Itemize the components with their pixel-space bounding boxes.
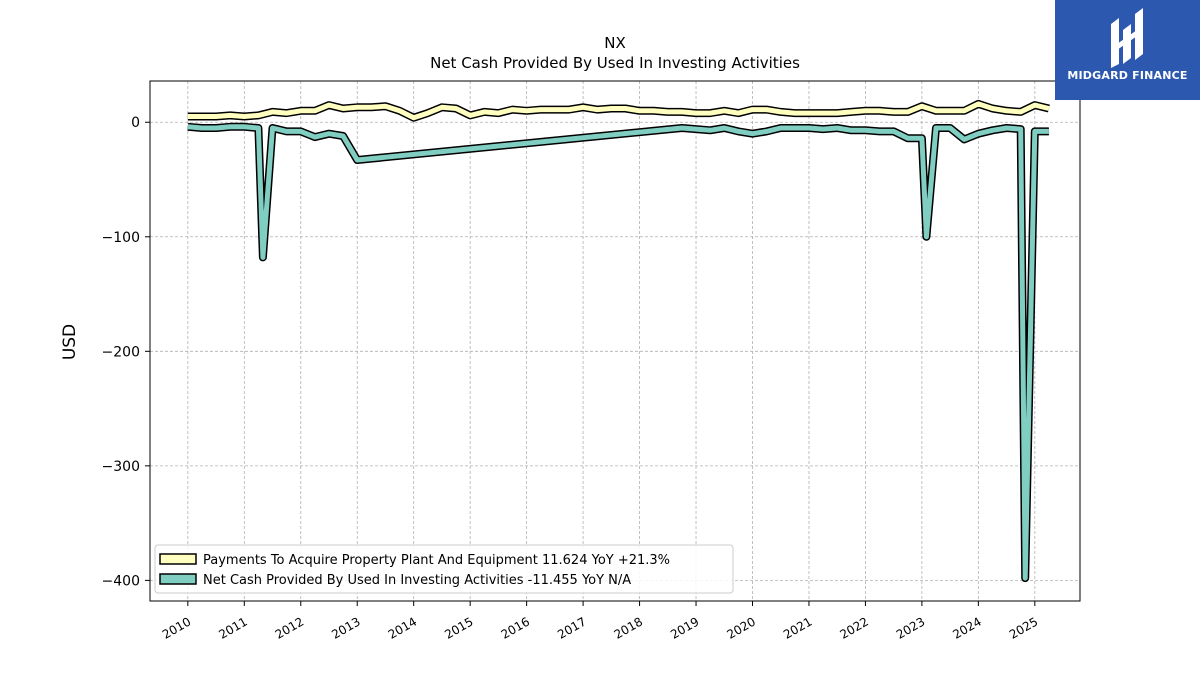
legend-swatch-0 <box>159 553 197 565</box>
series-layer <box>187 99 1050 583</box>
legend-box <box>154 544 734 594</box>
legend-swatch-1 <box>159 573 197 585</box>
midgard-logo-icon <box>1111 8 1143 68</box>
y-tick-label: 0 <box>131 115 140 131</box>
x-tick-label: 2010 <box>160 614 193 641</box>
x-tick-label: 2020 <box>725 614 758 641</box>
x-tick-label: 2016 <box>499 614 532 641</box>
x-tick-label: 2024 <box>950 614 983 641</box>
legend-label-0: Payments To Acquire Property Plant And E… <box>203 553 670 568</box>
x-tick-label: 2012 <box>273 614 306 641</box>
x-tick-label: 2019 <box>668 614 701 641</box>
brand-name: MIDGARD FINANCE <box>1067 69 1188 82</box>
y-tick-label: −200 <box>102 344 140 360</box>
grid <box>150 81 1080 601</box>
y-tick-label: −300 <box>102 459 140 475</box>
y-tick-label: −100 <box>102 230 140 246</box>
chart-title: NX <box>604 34 626 52</box>
x-tick-label: 2022 <box>837 614 870 641</box>
legend: Payments To Acquire Property Plant And E… <box>154 544 734 594</box>
x-tick-label: 2017 <box>555 614 588 641</box>
x-tick-label: 2011 <box>216 614 249 641</box>
series-1-outline <box>187 122 1049 583</box>
plot-frame <box>149 80 1081 602</box>
legend-label-1: Net Cash Provided By Used In Investing A… <box>203 573 631 588</box>
x-tick-label: 2013 <box>329 614 362 641</box>
chart-subtitle: Net Cash Provided By Used In Investing A… <box>430 54 800 72</box>
brand-logo: MIDGARD FINANCE <box>1055 0 1200 100</box>
y-axis-label: USD <box>60 324 80 360</box>
x-tick-label: 2025 <box>1007 614 1040 641</box>
x-tick-label: 2023 <box>894 614 927 641</box>
series-1-line <box>187 124 1049 581</box>
x-tick-label: 2018 <box>612 614 645 641</box>
series-0-line <box>187 101 1050 121</box>
y-tick-label: −400 <box>102 573 140 589</box>
x-tick-label: 2021 <box>781 614 814 641</box>
x-tick-label: 2014 <box>386 614 419 641</box>
x-tick-label: 2015 <box>442 614 475 641</box>
